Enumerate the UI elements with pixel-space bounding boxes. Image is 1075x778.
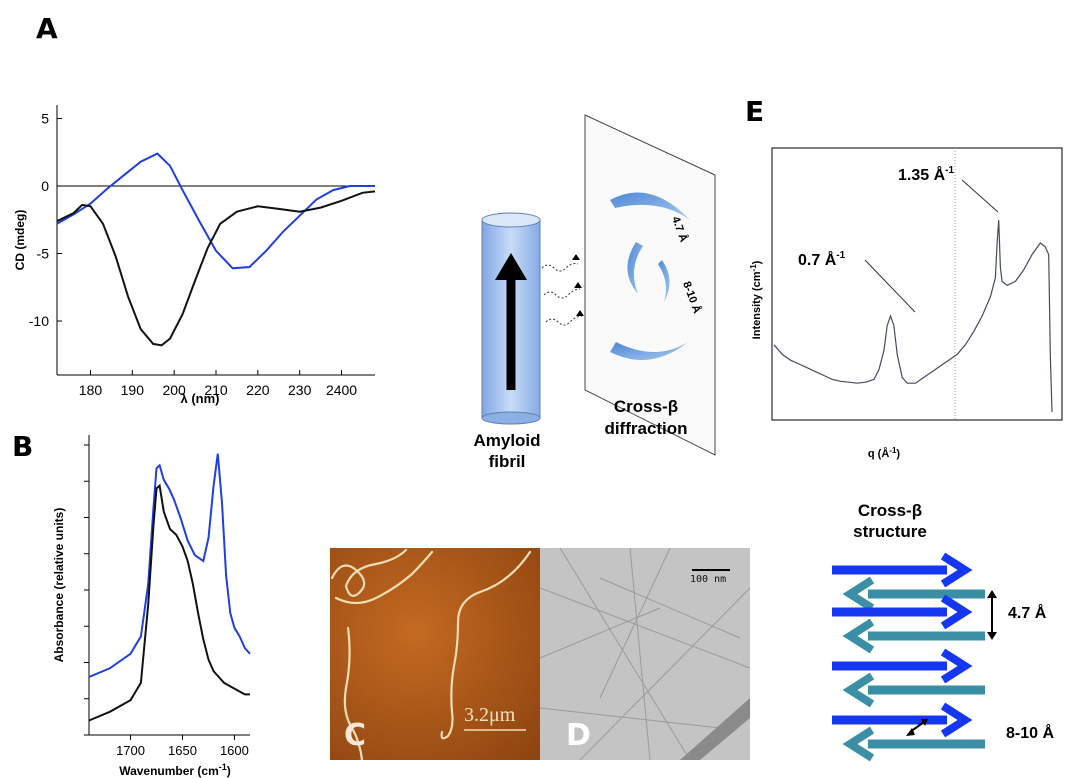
xray-y-label: Intensity (cm-1) [749,260,763,339]
tem-micrograph: 100 nm D [540,548,750,760]
diffraction-arc-inner-right [658,260,670,302]
ftir-x-label: Wavenumber (cm-1) [119,762,231,778]
afm-micrograph: 3.2μm C [330,548,540,760]
tem-scale-label: 100 nm [690,574,727,585]
structure-title-line1: Cross-β [858,501,922,520]
cd-x-tick-label: 190 [121,382,145,398]
beta-strand-reverse [842,618,985,654]
cd-x-tick-label: 180 [79,382,103,398]
diffraction-schematic: 4.7 Å 8-10 Å Amyloid fibril Cross-β diff… [473,114,716,470]
cd-x-label: λ (nm) [181,391,220,406]
ftir-x-tick-label: 1600 [220,743,249,758]
cd-series-black [56,190,376,347]
beam-arrowhead [572,254,580,260]
ftir-x-tick-label: 1700 [116,743,145,758]
xray-plot-frame [771,147,1063,421]
beta-strand-forward [832,648,973,684]
diffraction-label-line1: Cross-β [614,397,678,416]
beta-strand-reverse [842,726,985,762]
ftir-chart: 1700 1650 1600 Wavenumber (cm-1) Absorbanc… [52,435,251,778]
cd-y-tick-label: -5 [37,246,50,262]
fibril-label-line1: Amyloid [473,431,540,450]
diffraction-arc-inner-left [627,242,643,294]
afm-scale-label: 3.2μm [464,704,516,726]
cd-spectrum-chart: 5 0 -5 -10 180 190 200 210 220 230 2400 λ (nm) CD… [13,105,376,406]
cd-y-tick-label: 5 [41,111,49,127]
panel-label-b: B [12,430,34,463]
cd-x-tick-label: 210 [204,382,228,398]
panel-label-d: D [566,718,591,753]
xray-beams [541,263,583,326]
panel-label-c: C [344,718,367,753]
diffraction-arc-outer-bottom [610,342,688,360]
ftir-x-tick-label: 1650 [168,743,197,758]
cross-beta-structure-diagram: Cross-β structure 4.7 Å 8-10 Å [832,501,1054,762]
annotation-135: 1.35 Å-1 [898,165,954,184]
ftir-series-black [88,483,250,722]
beta-strand-forward [832,552,973,588]
beta-strand-forward [832,594,973,630]
beta-strand-reverse [842,576,985,612]
annotation-leader-07 [864,259,916,313]
panel-label-a: A [36,12,58,45]
cd-x-tick-label: 200 [162,382,186,398]
xray-series [773,219,1053,413]
xray-x-label: q (Å-1) [868,446,901,460]
annotation-leader-135 [961,179,999,213]
beam-arrowhead [576,310,584,316]
diffraction-label-line2: diffraction [604,419,687,438]
beta-strand-reverse [842,672,985,708]
structure-title-line2: structure [853,522,927,541]
diffraction-arc-outer-top [610,192,690,220]
cd-y-tick-label: -10 [29,313,49,329]
annotation-07: 0.7 Å-1 [798,250,846,269]
structure-spacing-810: 8-10 Å [1006,723,1054,742]
ftir-series-blue [88,453,251,678]
cd-y-label: CD (mdeg) [13,210,27,271]
xray-scattering-chart: 0.7 Å-1 1.35 Å-1 Intensity (cm-1) q (Å-1… [749,147,1063,460]
beam-arrowhead [574,282,582,288]
cd-series-blue [56,152,375,270]
structure-spacing-47: 4.7 Å [1008,603,1047,622]
panel-label-e: E [745,95,765,128]
cd-x-tick-label: 230 [288,382,312,398]
ftir-y-label: Absorbance (relative units) [52,508,66,663]
spacing-arrow-vertical [987,590,997,640]
fibril-axis-arrow [495,253,527,390]
beta-strand-forward [832,702,973,738]
fibril-label-line2: fibril [489,452,526,470]
cd-x-tick-label: 2400 [326,382,357,398]
cd-x-tick-label: 220 [246,382,270,398]
cd-y-tick-label: 0 [41,178,49,194]
tem-grid-edge [680,698,750,760]
spacing-arrow-diagonal [906,719,928,736]
